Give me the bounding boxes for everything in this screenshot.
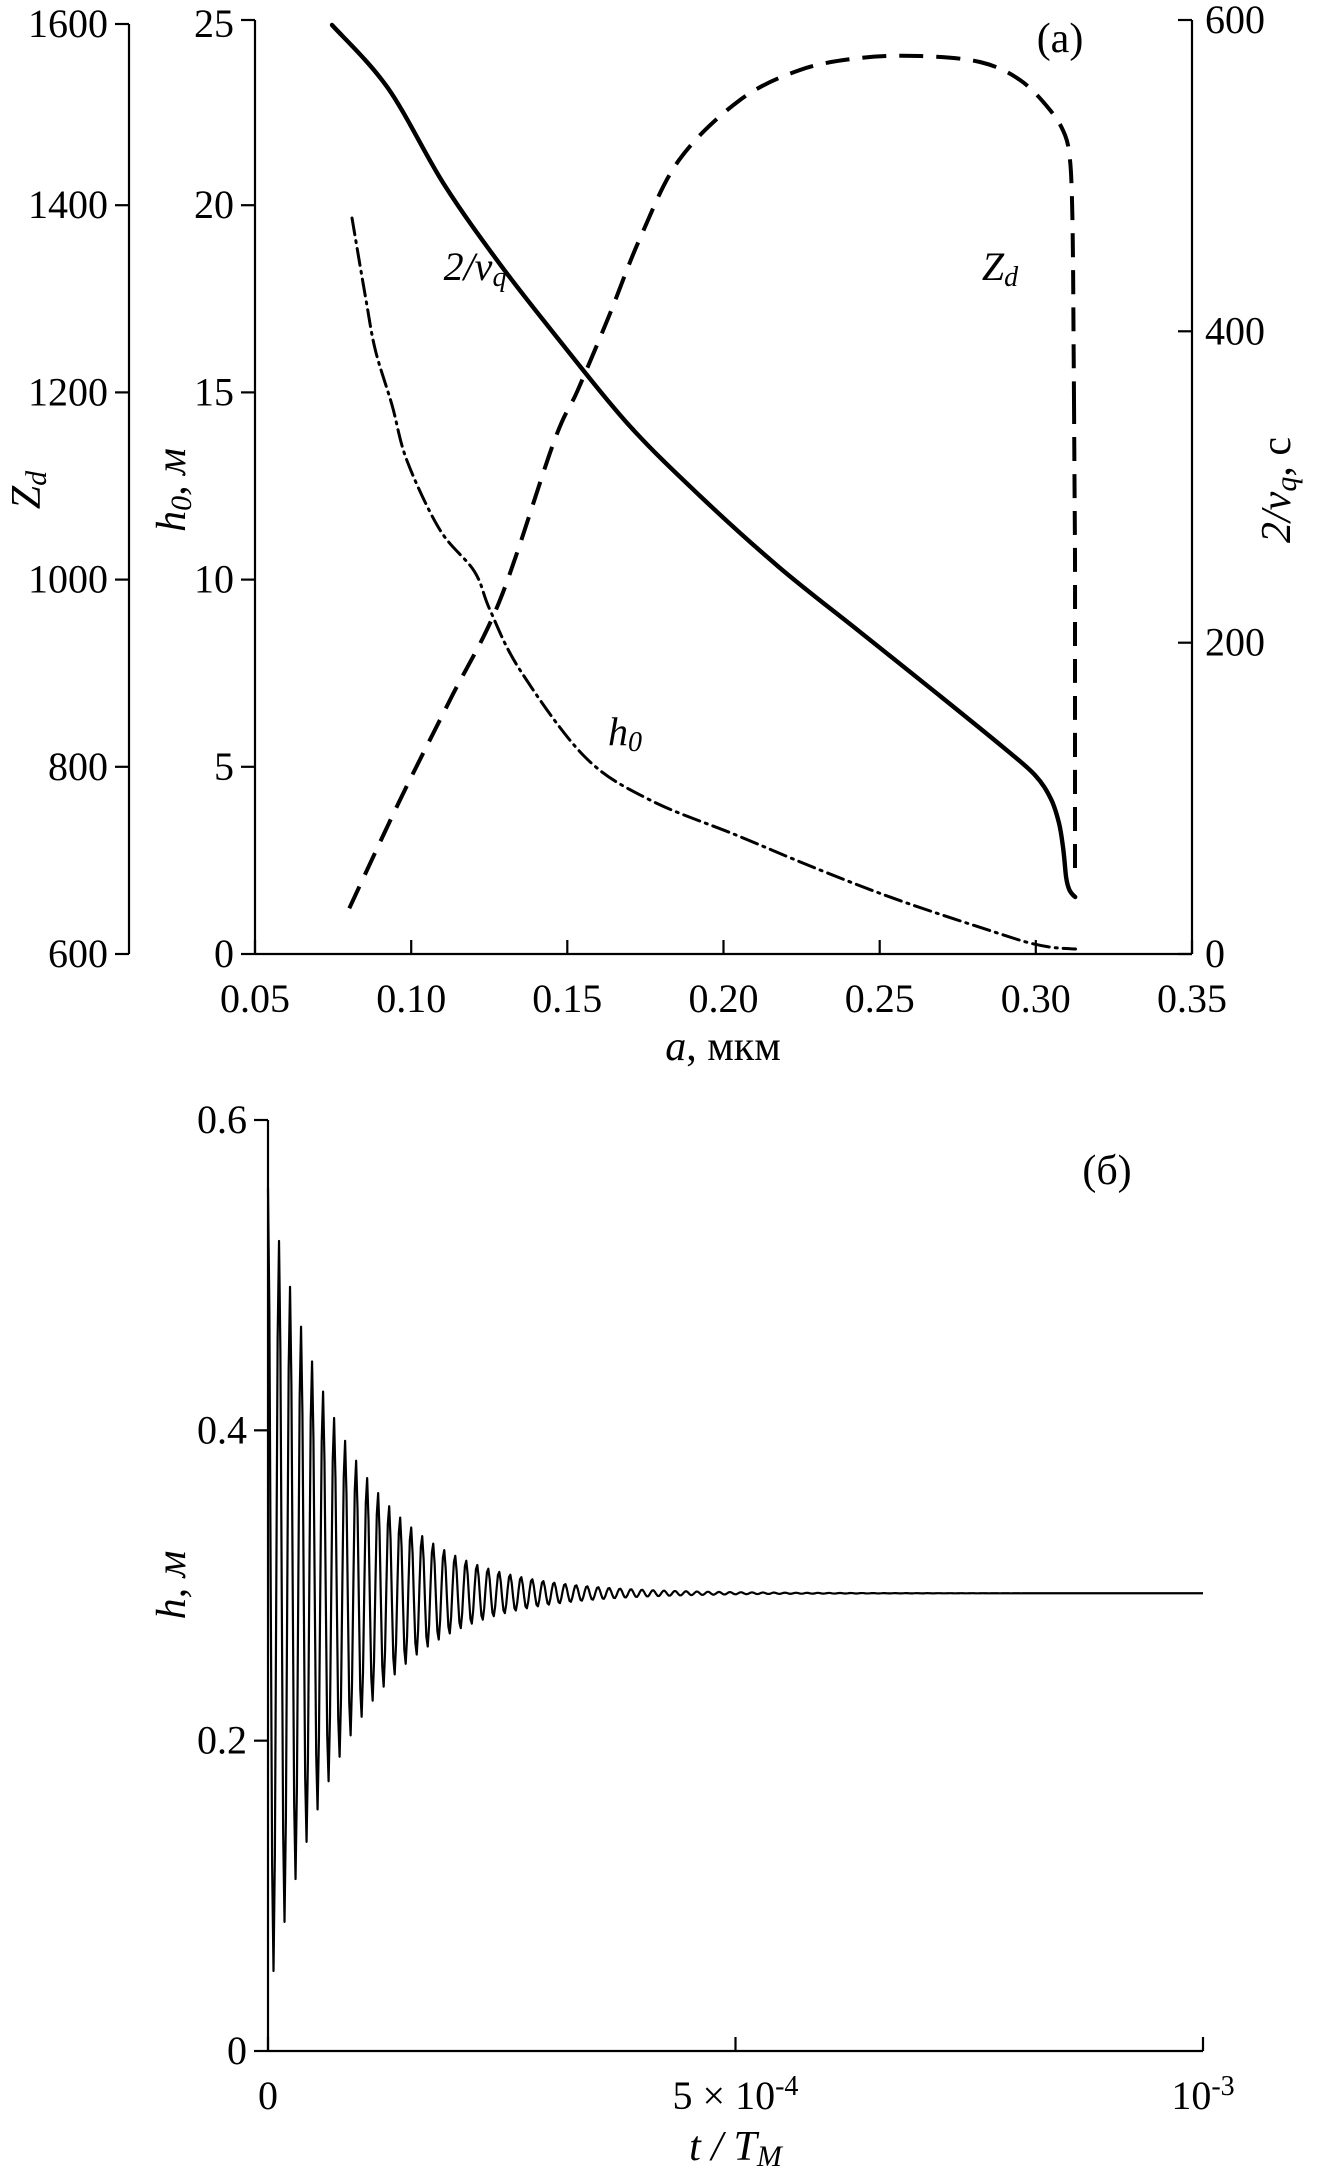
svg-text:0.6: 0.6 <box>197 1097 247 1142</box>
svg-text:0.35: 0.35 <box>1157 976 1227 1021</box>
svg-text:0: 0 <box>214 931 234 976</box>
svg-text:600: 600 <box>48 931 108 976</box>
svg-text:h, м: h, м <box>149 1551 195 1620</box>
svg-text:200: 200 <box>1205 620 1265 665</box>
svg-text:0.25: 0.25 <box>845 976 915 1021</box>
svg-text:1200: 1200 <box>28 369 108 414</box>
svg-text:h0, м: h0, м <box>149 448 198 532</box>
svg-text:400: 400 <box>1205 308 1265 353</box>
svg-text:0.2: 0.2 <box>197 1718 247 1763</box>
svg-text:0.15: 0.15 <box>532 976 602 1021</box>
svg-text:20: 20 <box>194 182 234 227</box>
svg-text:600: 600 <box>1205 0 1265 42</box>
svg-text:0: 0 <box>1205 931 1225 976</box>
svg-text:0.05: 0.05 <box>220 976 290 1021</box>
svg-text:(a): (a) <box>1037 16 1084 62</box>
svg-text:0: 0 <box>227 2028 247 2073</box>
svg-text:1600: 1600 <box>28 1 108 46</box>
svg-text:(б): (б) <box>1082 1148 1131 1194</box>
svg-text:1000: 1000 <box>28 557 108 602</box>
svg-text:0: 0 <box>258 2073 278 2118</box>
svg-text:0.20: 0.20 <box>689 976 759 1021</box>
svg-text:a, мкм: a, мкм <box>665 1024 781 1070</box>
svg-text:1400: 1400 <box>28 182 108 227</box>
svg-text:5: 5 <box>214 744 234 789</box>
svg-text:15: 15 <box>194 369 234 414</box>
svg-text:10: 10 <box>194 557 234 602</box>
svg-text:800: 800 <box>48 744 108 789</box>
svg-text:25: 25 <box>194 1 234 46</box>
svg-text:0.10: 0.10 <box>376 976 446 1021</box>
svg-text:0.30: 0.30 <box>1001 976 1071 1021</box>
svg-text:0.4: 0.4 <box>197 1407 247 1452</box>
